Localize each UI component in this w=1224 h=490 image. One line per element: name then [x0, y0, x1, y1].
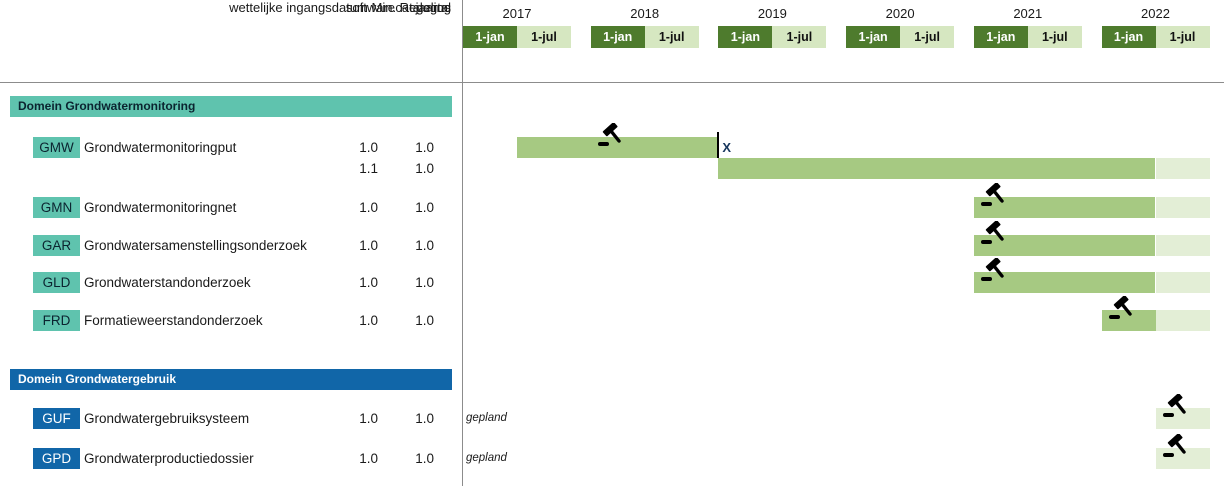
- year-label-2018: 2018: [630, 6, 660, 21]
- cell-1jul-2020: 1-jul: [900, 26, 955, 48]
- gavel-icon-gmn-0: [980, 182, 1006, 207]
- timeline-bar-solid-gmw-0: [517, 137, 719, 158]
- year-label-2021: 2021: [1013, 6, 1043, 21]
- software-version-gar-0: 1.0: [359, 238, 378, 253]
- catalogus-version-gmw-1: 1.0: [415, 161, 434, 176]
- badge-gmw: GMW: [33, 137, 80, 158]
- software-version-gmn-0: 1.0: [359, 200, 378, 215]
- software-version-gmw-1: 1.1: [359, 161, 378, 176]
- cell-1jan-2019: 1-jan: [718, 26, 773, 48]
- badge-frd: FRD: [33, 310, 80, 331]
- software-version-guf-0: 1.0: [359, 411, 378, 426]
- row-label-frd: Formatieweerstandonderzoek: [84, 313, 263, 328]
- panel-divider-line: [462, 0, 463, 486]
- cell-1jan-2018: 1-jan: [590, 26, 645, 48]
- cell-1jul-2021: 1-jul: [1027, 26, 1082, 48]
- row-label-guf: Grondwatergebruiksysteem: [84, 411, 250, 426]
- status-gepland-guf: gepland: [466, 412, 507, 424]
- year-label-2020: 2020: [885, 6, 915, 21]
- year-label-2017: 2017: [502, 6, 532, 21]
- cell-1jan-2020: 1-jan: [846, 26, 901, 48]
- status-gepland-gpd: gepland: [466, 452, 507, 464]
- cell-1jan-2017: 1-jan: [463, 26, 517, 48]
- badge-gmn: GMN: [33, 197, 80, 218]
- timeline-bar-solid-gmw-1: [718, 158, 1156, 179]
- column-header-software: software: [345, 0, 395, 15]
- year-label-2022: 2022: [1141, 6, 1170, 21]
- catalogus-version-gmn-0: 1.0: [415, 200, 434, 215]
- gavel-icon-gar-0: [980, 220, 1006, 245]
- badge-guf: GUF: [33, 408, 80, 429]
- gavel-icon-gld-0: [980, 257, 1006, 282]
- catalogus-version-guf-0: 1.0: [415, 411, 434, 426]
- row-label-gld: Grondwaterstandonderzoek: [84, 275, 251, 290]
- timeline-bar-planned-frd-0: [1155, 310, 1210, 331]
- timeline-bar-solid-gld-0: [973, 272, 1156, 293]
- software-version-gpd-0: 1.0: [359, 451, 378, 466]
- gavel-icon-guf-0: [1162, 393, 1188, 418]
- timeline-bar-planned-gar-0: [1155, 235, 1210, 256]
- regulation-date-label: wettelijke ingangsdatum Min. Regeling: [229, 0, 451, 15]
- timeline-bar-solid-gmn-0: [973, 197, 1156, 218]
- year-label-2019: 2019: [757, 6, 787, 21]
- cell-1jan-2022: 1-jan: [1101, 26, 1156, 48]
- gavel-icon-frd-0: [1108, 295, 1134, 320]
- row-label-gmn: Grondwatermonitoringnet: [84, 200, 237, 215]
- cell-1jul-2022: 1-jul: [1155, 26, 1210, 48]
- catalogus-version-gar-0: 1.0: [415, 238, 434, 253]
- cell-1jul-2018: 1-jul: [644, 26, 699, 48]
- timeline-bar-planned-gmw-1: [1155, 158, 1210, 179]
- cell-1jul-2017: 1-jul: [517, 26, 571, 48]
- column-header-catalogus: catalogus: [395, 0, 451, 15]
- timeline-bar-planned-gld-0: [1155, 272, 1210, 293]
- section-header-blue: Domein Grondwatergebruik: [10, 369, 452, 390]
- row-label-gar: Grondwatersamenstellingsonderzoek: [84, 238, 307, 253]
- catalogus-version-gld-0: 1.0: [415, 275, 434, 290]
- end-marker-x-gmw: X: [722, 140, 732, 155]
- software-version-gmw-0: 1.0: [359, 140, 378, 155]
- row-label-gmw: Grondwatermonitoringput: [84, 140, 237, 155]
- cell-1jul-2019: 1-jul: [772, 26, 827, 48]
- section-header-teal: Domein Grondwatermonitoring: [10, 96, 452, 117]
- software-version-gld-0: 1.0: [359, 275, 378, 290]
- catalogus-version-frd-0: 1.0: [415, 313, 434, 328]
- cell-1jan-2021: 1-jan: [973, 26, 1028, 48]
- catalogus-version-gmw-0: 1.0: [415, 140, 434, 155]
- badge-gpd: GPD: [33, 448, 80, 469]
- jaartal-label: jaartal: [415, 0, 451, 15]
- gavel-icon-gmw-0: [597, 122, 623, 147]
- timeline-bar-planned-gmn-0: [1155, 197, 1210, 218]
- catalogus-version-gpd-0: 1.0: [415, 451, 434, 466]
- timeline-bar-solid-gar-0: [973, 235, 1156, 256]
- badge-gar: GAR: [33, 235, 80, 256]
- bar-end-tick-gmw: [717, 132, 720, 158]
- badge-gld: GLD: [33, 272, 80, 293]
- gavel-icon-gpd-0: [1162, 433, 1188, 458]
- software-version-frd-0: 1.0: [359, 313, 378, 328]
- header-divider-line: [0, 82, 1224, 83]
- row-label-gpd: Grondwaterproductiedossier: [84, 451, 254, 466]
